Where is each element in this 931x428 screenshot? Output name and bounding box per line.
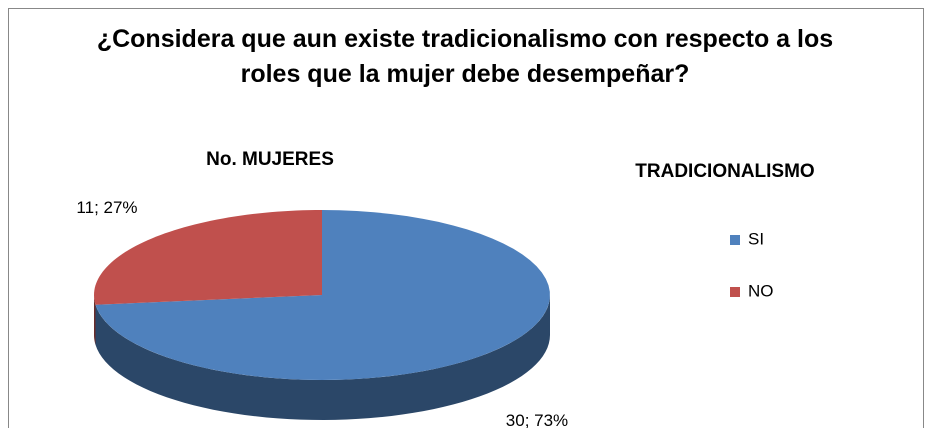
subtitle: No. MUJERES [206, 149, 334, 170]
data-label: 30; 73% [506, 411, 568, 428]
data-label: 11; 27% [76, 198, 137, 217]
chart-title: ¿Considera que aun existe tradicionalism… [96, 25, 834, 88]
pie-side [95, 295, 550, 420]
legend-label: SI [748, 229, 764, 248]
pie-side [94, 295, 96, 345]
legend-title: TRADICIONALISMO [635, 161, 814, 182]
pie-slice [94, 210, 323, 305]
legend-label: NO [748, 281, 774, 300]
legend-swatch [730, 235, 740, 245]
pie-slice [95, 210, 550, 380]
chart-border [8, 8, 924, 428]
legend-swatch [730, 287, 740, 297]
